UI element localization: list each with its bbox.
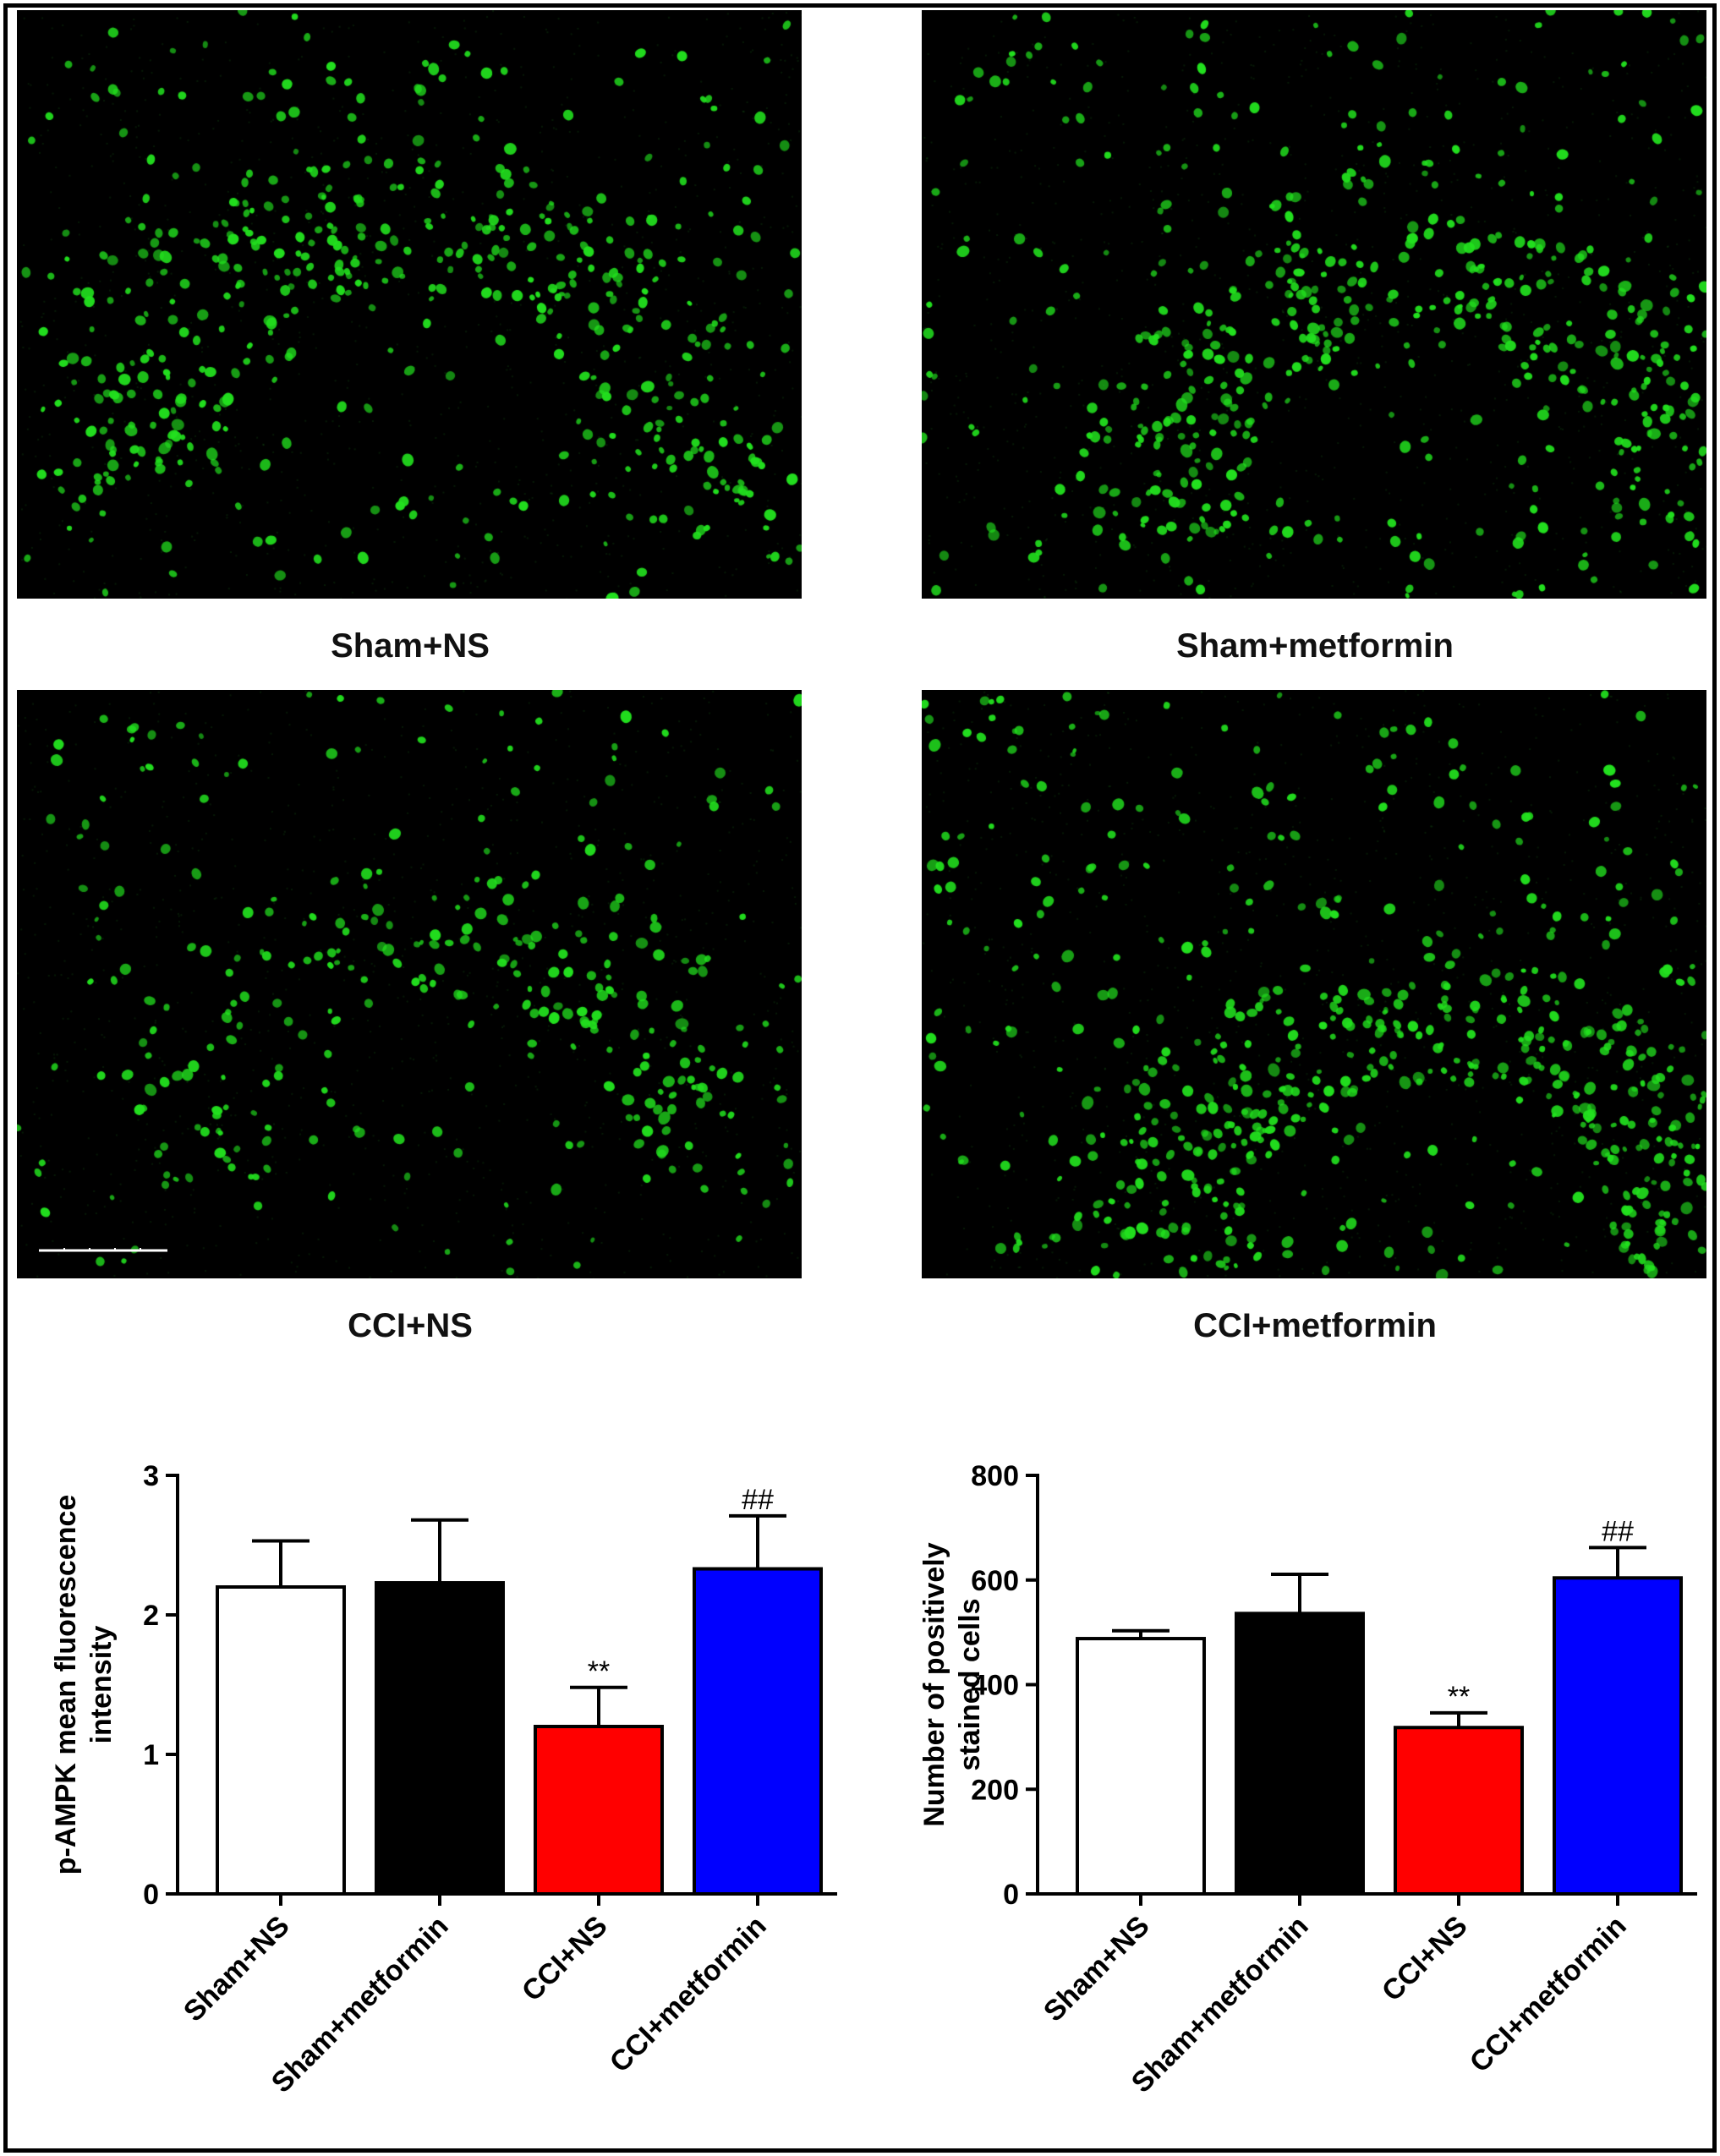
y-tick-label: 2 bbox=[143, 1600, 159, 1632]
x-category-label: Sham+NS bbox=[1038, 1910, 1156, 2028]
y-tick-label: 0 bbox=[1003, 1879, 1019, 1911]
bar-chart-fluorescence-intensity: 0 1 2 3 p-AMPK mean fluorescence intensity Sha… bbox=[50, 1460, 837, 2099]
bar-cci-metformin bbox=[1553, 1576, 1683, 1896]
bar-cci-ns bbox=[534, 1725, 664, 1896]
y-tick-label: 200 bbox=[971, 1774, 1019, 1806]
y-axis-label-line: p-AMPK mean fluorescence bbox=[50, 1495, 82, 1875]
y-axis-label: p-AMPK mean fluorescence intensity bbox=[50, 1495, 118, 1875]
y-tick-label: 400 bbox=[971, 1670, 1019, 1702]
caption-sham-metformin: Sham+metformin bbox=[1176, 627, 1454, 665]
y-axis-label-line: Number of positively bbox=[918, 1542, 950, 1826]
micrograph-sham-ns bbox=[17, 10, 802, 599]
significance-mark: ## bbox=[742, 1484, 774, 1516]
micrograph-sham-metformin bbox=[922, 10, 1706, 599]
y-axis-label-line: intensity bbox=[85, 1626, 118, 1744]
significance-mark: ** bbox=[588, 1655, 610, 1688]
y-tick-label: 1 bbox=[143, 1739, 159, 1771]
x-category-label: Sham+NS bbox=[178, 1910, 296, 2028]
x-category-label: CCI+NS bbox=[516, 1910, 614, 2008]
bar-sham-ns bbox=[216, 1585, 346, 1896]
micrograph-cci-metformin bbox=[922, 690, 1706, 1278]
x-category-label: CCI+NS bbox=[1376, 1910, 1474, 2008]
bar-sham-metformin bbox=[375, 1581, 505, 1896]
significance-mark: ## bbox=[1602, 1515, 1634, 1547]
significance-mark: ** bbox=[1448, 1681, 1470, 1713]
caption-cci-ns: CCI+NS bbox=[348, 1307, 473, 1344]
bar-chart-positive-cells: 0 200 400 600 800 Number of positively stained… bbox=[918, 1460, 1697, 2099]
micrograph-cci-ns bbox=[17, 690, 802, 1278]
y-tick-label: 600 bbox=[971, 1565, 1019, 1597]
y-tick-label: 0 bbox=[143, 1879, 159, 1911]
bar-sham-metformin bbox=[1235, 1612, 1365, 1896]
caption-cci-metformin: CCI+metformin bbox=[1193, 1307, 1437, 1344]
y-tick-label: 3 bbox=[143, 1460, 159, 1492]
y-axis-label: Number of positively stained cells bbox=[918, 1542, 986, 1826]
x-category-label: CCI+metformin bbox=[604, 1910, 773, 2079]
x-category-label: Sham+metformin bbox=[1126, 1910, 1315, 2099]
x-category-label: CCI+metformin bbox=[1464, 1910, 1633, 2079]
bar-sham-ns bbox=[1076, 1637, 1206, 1896]
figure-frame bbox=[3, 3, 1717, 2153]
x-category-label: Sham+metformin bbox=[266, 1910, 455, 2099]
caption-sham-ns: Sham+NS bbox=[331, 627, 490, 665]
bar-cci-ns bbox=[1394, 1726, 1524, 1896]
scale-bar bbox=[39, 1248, 167, 1252]
y-axis-label-line: stained cells bbox=[954, 1598, 986, 1770]
y-tick-label: 800 bbox=[971, 1460, 1019, 1492]
bar-cci-metformin bbox=[693, 1567, 823, 1896]
